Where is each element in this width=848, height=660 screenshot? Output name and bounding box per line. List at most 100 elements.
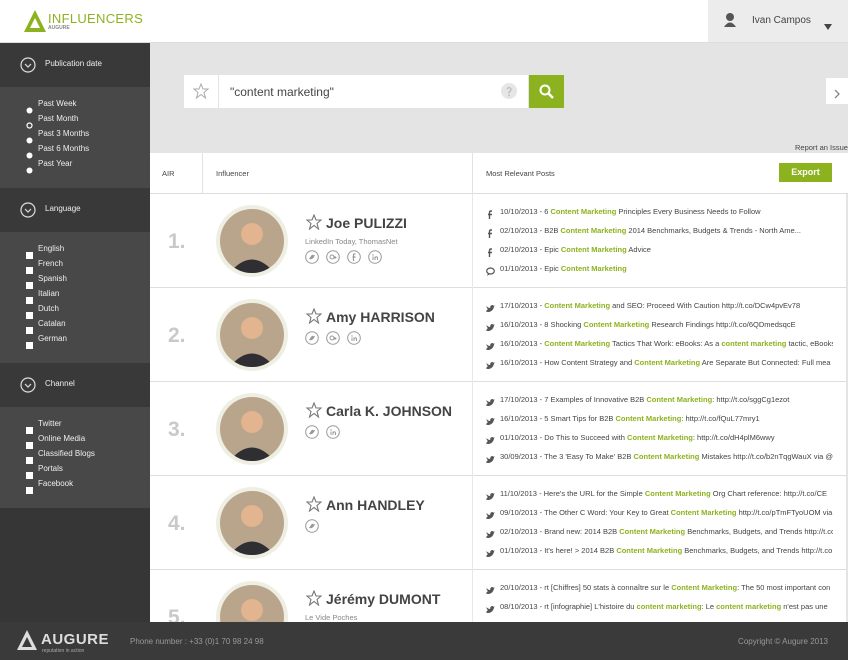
post[interactable]: 16/10/2013 - 5 Smart Tips for B2B Conten… xyxy=(500,414,833,425)
filter-option[interactable]: Classified Blogs xyxy=(26,449,146,464)
export-button[interactable]: Export xyxy=(779,163,832,182)
option-label: Past 6 Months xyxy=(38,144,90,153)
post[interactable]: 17/10/2013 - Content Marketing and SEO: … xyxy=(500,301,833,312)
social-icon xyxy=(368,250,382,264)
avatar xyxy=(215,392,289,466)
option-label: German xyxy=(38,334,67,343)
post[interactable]: 01/10/2013 - It's here! > 2014 B2B Conte… xyxy=(500,546,833,557)
option-label: Online Media xyxy=(38,434,86,443)
influencer-row[interactable]: 1. Joe PULIZZI LinkedIn Today, ThomasNet 10… xyxy=(150,194,848,288)
post[interactable]: 02/10/2013 - Brand new: 2014 B2B Content… xyxy=(500,527,833,538)
channel-icon xyxy=(486,452,496,463)
post[interactable]: 20/10/2013 - rt [Chiffres] 50 stats à co… xyxy=(500,583,833,594)
channel-icon xyxy=(486,527,496,538)
rank: 2. xyxy=(168,324,186,347)
search-query: "content marketing" xyxy=(230,85,334,99)
report-link[interactable]: Report an Issue xyxy=(795,143,848,152)
filter-option[interactable]: Twitter xyxy=(26,419,146,434)
post[interactable]: 16/10/2013 - How Content Strategy and Co… xyxy=(500,358,833,369)
checkbox xyxy=(26,466,33,479)
channel-icon xyxy=(486,358,496,369)
influencer-name[interactable]: Carla K. JOHNSON xyxy=(326,403,453,419)
filter-option[interactable]: Past 3 Months xyxy=(26,129,146,144)
collapse-icon xyxy=(20,202,36,218)
filter-header[interactable]: Publication date xyxy=(0,43,150,87)
influencer-name[interactable]: Ann HANDLEY xyxy=(326,497,425,513)
filter-options: Twitter Online Media Classified Blogs Porta… xyxy=(0,407,150,508)
channel-icon xyxy=(486,339,496,350)
rank: 3. xyxy=(168,418,186,441)
post[interactable]: 01/10/2013 - Do This to Succeed with Con… xyxy=(500,433,833,444)
channel-icon xyxy=(486,508,496,519)
next-button[interactable] xyxy=(826,78,848,104)
post-text: 02/10/2013 - B2B xyxy=(500,226,561,235)
keyword: Content Marketing xyxy=(634,358,701,367)
checkbox xyxy=(26,291,33,304)
post[interactable]: 10/10/2013 - 6 Content Marketing Princip… xyxy=(500,207,833,218)
influencer-outlets: LinkedIn Today, ThomasNet xyxy=(305,237,398,246)
influencer-name[interactable]: Amy HARRISON xyxy=(326,309,435,325)
influencer-row[interactable]: 4. Ann HANDLEY 11/10/2013 - Here's the URL… xyxy=(150,476,848,570)
dropdown-caret xyxy=(824,17,832,30)
column-header: Influencer xyxy=(216,169,249,178)
keyword: Content Marketing xyxy=(627,433,693,442)
post[interactable]: 16/10/2013 - 8 Shocking Content Marketin… xyxy=(500,320,833,331)
rank: 4. xyxy=(168,512,186,535)
keyword: Content Marketing xyxy=(671,583,738,592)
search-icon xyxy=(539,84,554,99)
post[interactable]: 09/10/2013 - The Other C Word: Your Key … xyxy=(500,508,833,519)
search-box[interactable]: "content marketing" xyxy=(184,75,528,108)
export-label: Export xyxy=(791,167,820,177)
scroll-edge xyxy=(846,194,848,622)
filter-option[interactable]: Portals xyxy=(26,464,146,479)
post[interactable]: 16/10/2013 - Content Marketing Tactics T… xyxy=(500,339,833,350)
filter-option[interactable]: Facebook xyxy=(26,479,146,494)
avatar xyxy=(215,486,289,560)
filter-option[interactable]: Past 6 Months xyxy=(26,144,146,159)
keyword: content marketing xyxy=(636,602,702,611)
influencer-name[interactable]: Jérémy DUMONT xyxy=(326,591,441,607)
social-icon xyxy=(326,250,340,264)
filter-option[interactable]: Past Month xyxy=(26,114,146,129)
filter-header[interactable]: Language xyxy=(0,188,150,232)
option-label: French xyxy=(38,259,63,268)
filter-option[interactable]: Past Week xyxy=(26,99,146,114)
channel-icon xyxy=(486,433,496,444)
influencer-name[interactable]: Joe PULIZZI xyxy=(326,215,407,231)
post[interactable]: 01/10/2013 - Epic Content Marketing xyxy=(500,264,833,275)
channel-icon xyxy=(486,301,496,312)
favorite-star xyxy=(305,307,323,325)
search-button[interactable] xyxy=(529,75,564,108)
filter-option[interactable]: Dutch xyxy=(26,304,146,319)
post[interactable]: 11/10/2013 - Here's the URL for the Simp… xyxy=(500,489,833,500)
post[interactable]: 17/10/2013 - 7 Examples of Innovative B2… xyxy=(500,395,833,406)
filter-option[interactable]: Italian xyxy=(26,289,146,304)
checkbox xyxy=(26,481,33,494)
user-menu[interactable]: Ivan Campos xyxy=(708,0,848,42)
post-text: 16/10/2013 - How Content Strategy and xyxy=(500,358,635,367)
help-icon xyxy=(501,83,517,99)
favorite-star xyxy=(305,495,323,513)
checkbox xyxy=(26,276,33,289)
post-text: Advice xyxy=(626,245,651,254)
channel-icon xyxy=(486,489,496,500)
favorite-star xyxy=(305,589,323,607)
filter-option[interactable]: French xyxy=(26,259,146,274)
post-text: 11/10/2013 - Here's the URL for the Simp… xyxy=(500,489,645,498)
filter-option[interactable]: Spanish xyxy=(26,274,146,289)
filter-option[interactable]: English xyxy=(26,244,146,259)
filter-option[interactable]: Online Media xyxy=(26,434,146,449)
post[interactable]: 30/09/2013 - The 3 'Easy To Make' B2B Co… xyxy=(500,452,833,463)
filter-option[interactable]: Catalan xyxy=(26,319,146,334)
radio xyxy=(26,101,33,114)
post[interactable]: 02/10/2013 - Epic Content Marketing Advi… xyxy=(500,245,833,256)
filter-option[interactable]: German xyxy=(26,334,146,349)
post[interactable]: 08/10/2013 - rt [infographie] L'histoire… xyxy=(500,602,833,613)
filter-option[interactable]: Past Year xyxy=(26,159,146,174)
influencer-row[interactable]: 3. Carla K. JOHNSON 17/10/2013 - 7 Example… xyxy=(150,382,848,476)
post-text: 01/10/2013 - Do This to Succeed with xyxy=(500,433,628,442)
influencer-row[interactable]: 2. Amy HARRISON 17/10/2013 - Content Marke… xyxy=(150,288,848,382)
option-label: Italian xyxy=(38,289,60,298)
post[interactable]: 02/10/2013 - B2B Content Marketing 2014 … xyxy=(500,226,833,237)
filter-header[interactable]: Channel xyxy=(0,363,150,407)
